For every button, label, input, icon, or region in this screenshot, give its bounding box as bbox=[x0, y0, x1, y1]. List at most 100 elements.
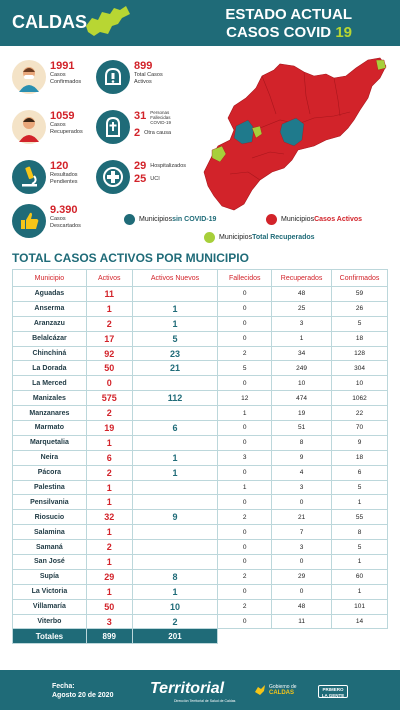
table-row: Riosucio 32 9 2 21 55 bbox=[12, 509, 388, 526]
cell-activos: 50 bbox=[85, 598, 133, 615]
footer-date: Fecha: Agosto 20 de 2020 bbox=[52, 682, 113, 700]
deceased-value: 31 bbox=[134, 110, 147, 122]
cell-recuperados: 0 bbox=[271, 554, 333, 570]
cell-municipio: La Victoria bbox=[12, 583, 87, 600]
cell-recuperados: 7 bbox=[271, 524, 333, 541]
cell-activos: 32 bbox=[85, 509, 133, 526]
header-title-number: 19 bbox=[335, 24, 352, 41]
cell-activos-nuevos: 112 bbox=[131, 390, 219, 407]
date-label: Fecha: bbox=[52, 683, 75, 690]
stat-confirmed: 1991 Casos Confirmados bbox=[12, 60, 81, 94]
cell-recuperados: 34 bbox=[271, 345, 333, 362]
cell-activos: 1 bbox=[85, 524, 133, 541]
discarded-label1: Casos bbox=[50, 216, 66, 222]
cell-activos: 1 bbox=[85, 554, 133, 570]
cell-municipio: Neira bbox=[12, 449, 87, 466]
col-header-activos: Activos bbox=[85, 269, 133, 287]
cell-activos-nuevos bbox=[131, 554, 219, 570]
hospitalized-label: Hospitalizados bbox=[150, 162, 187, 169]
confirmed-label2: Confirmados bbox=[50, 78, 82, 85]
stat-discarded: 9.390 Casos Descartados bbox=[12, 204, 81, 238]
uci-value: 25 bbox=[134, 173, 147, 185]
deceased-label1: Personas bbox=[150, 110, 170, 115]
table-row: Viterbo 3 2 0 11 14 bbox=[12, 613, 388, 630]
table-row: Pensilvania 1 0 0 1 bbox=[12, 494, 388, 511]
thumbs-up-icon bbox=[12, 204, 46, 238]
totals-row: Totales 899 201 bbox=[12, 628, 388, 645]
cell-activos: 2 bbox=[85, 405, 133, 422]
total-active-label1: Total Casos bbox=[134, 72, 163, 78]
cell-activos-nuevos bbox=[131, 494, 219, 511]
cell-municipio: Manzanares bbox=[12, 405, 87, 422]
cell-recuperados: 474 bbox=[271, 390, 333, 407]
cell-activos-nuevos bbox=[131, 375, 219, 392]
recovered-value: 1059 bbox=[50, 110, 75, 122]
table-row: Aranzazu 2 1 0 3 5 bbox=[12, 315, 388, 332]
table-row: San José 1 0 0 1 bbox=[12, 554, 388, 570]
legend-active-prefix: Municipios bbox=[281, 216, 315, 223]
cell-fallecidos: 0 bbox=[217, 539, 273, 556]
cell-activos: 575 bbox=[85, 390, 133, 407]
table-row: La Merced 0 0 10 10 bbox=[12, 375, 388, 392]
cell-municipio: Anserma bbox=[12, 300, 87, 317]
cell-activos-nuevos: 23 bbox=[131, 345, 219, 362]
cell-recuperados: 8 bbox=[271, 434, 333, 451]
map-recovered-region-2 bbox=[211, 145, 227, 163]
cell-recuperados: 9 bbox=[271, 449, 333, 466]
deceased-label2: Fallecidas bbox=[150, 115, 171, 120]
cell-fallecidos: 0 bbox=[217, 434, 273, 451]
totals-blank bbox=[331, 628, 388, 644]
cell-activos: 1 bbox=[85, 479, 133, 496]
gobierno-caldas-logo: Gobierno de CALDAS bbox=[254, 684, 297, 696]
total-active-label2: Activos bbox=[134, 78, 152, 85]
stat-deceased: 31 Personas Fallecidas COVID-19 2 Otra c… bbox=[96, 110, 171, 144]
discarded-label2: Descartados bbox=[50, 222, 81, 229]
municipality-table: Municipio Activos Activos Nuevos Falleci… bbox=[12, 269, 388, 645]
cell-activos: 19 bbox=[85, 420, 133, 436]
cell-fallecidos: 2 bbox=[217, 509, 273, 526]
cell-confirmados: 101 bbox=[331, 598, 388, 615]
legend-dot-active bbox=[266, 214, 277, 225]
territorial-logo: Territorial bbox=[150, 680, 225, 697]
discarded-value: 9.390 bbox=[50, 204, 78, 216]
cell-fallecidos: 2 bbox=[217, 598, 273, 615]
table-row: Supía 29 8 2 29 60 bbox=[12, 568, 388, 585]
cell-confirmados: 14 bbox=[331, 613, 388, 630]
cell-activos: 92 bbox=[85, 345, 133, 362]
cell-activos-nuevos bbox=[131, 539, 219, 556]
hospitalized-value: 29 bbox=[134, 160, 147, 172]
cell-municipio: La Merced bbox=[12, 375, 87, 392]
pending-label1: Resultados bbox=[50, 172, 78, 178]
caldas-map-icon bbox=[86, 6, 130, 36]
table-row: Samaná 2 0 3 5 bbox=[12, 539, 388, 556]
cell-recuperados: 29 bbox=[271, 568, 333, 585]
cell-fallecidos: 0 bbox=[217, 583, 273, 600]
cell-fallecidos: 1 bbox=[217, 479, 273, 496]
other-cause-label: Otra causa bbox=[144, 129, 172, 136]
cell-confirmados: 9 bbox=[331, 434, 388, 451]
cell-activos-nuevos: 1 bbox=[131, 464, 219, 481]
legend-recovered-prefix: Municipios bbox=[219, 234, 253, 241]
table-row: Anserma 1 1 0 25 26 bbox=[12, 300, 388, 317]
table-row: Marquetalia 1 0 8 9 bbox=[12, 434, 388, 451]
cell-recuperados: 19 bbox=[271, 405, 333, 422]
totals-blank bbox=[217, 628, 272, 644]
pending-label2: Pendientes bbox=[50, 178, 78, 185]
legend-no-covid-bold: sin COVID-19 bbox=[172, 216, 217, 223]
cell-fallecidos: 0 bbox=[217, 524, 273, 541]
cell-municipio: San José bbox=[12, 554, 87, 570]
cell-activos: 1 bbox=[85, 494, 133, 511]
cell-fallecidos: 2 bbox=[217, 345, 273, 362]
cell-municipio: Riosucio bbox=[12, 509, 87, 526]
pg-line1: PRIMERO bbox=[322, 687, 344, 692]
cell-fallecidos: 0 bbox=[217, 494, 273, 511]
cell-activos: 1 bbox=[85, 583, 133, 600]
cell-activos: 29 bbox=[85, 568, 133, 585]
cell-activos-nuevos: 1 bbox=[131, 449, 219, 466]
totals-active: 899 bbox=[85, 628, 133, 645]
cell-municipio: Palestina bbox=[12, 479, 87, 496]
cell-fallecidos: 0 bbox=[217, 420, 273, 436]
confirmed-value: 1991 bbox=[50, 60, 75, 72]
confirmed-label1: Casos bbox=[50, 72, 66, 78]
col-header-recuperados: Recuperados bbox=[271, 269, 333, 287]
